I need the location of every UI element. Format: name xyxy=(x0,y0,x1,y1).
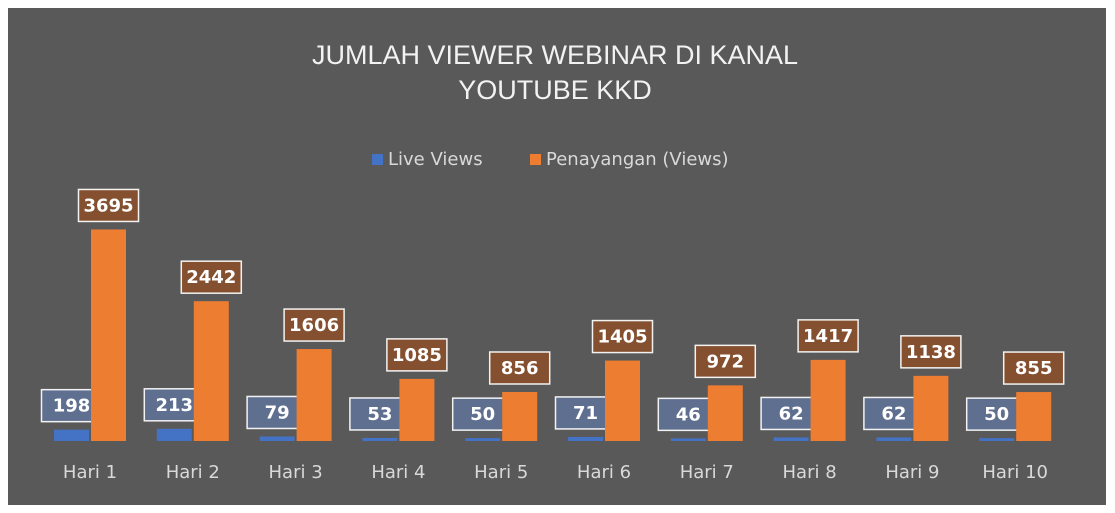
bar xyxy=(605,360,640,441)
data-label-box xyxy=(386,338,448,372)
data-label: 50 xyxy=(470,404,495,425)
x-tick-label: Hari 9 xyxy=(885,462,939,483)
x-tick-label: Hari 2 xyxy=(166,462,220,483)
bar xyxy=(773,437,809,441)
bar xyxy=(399,378,435,441)
data-label: 62 xyxy=(881,403,906,424)
data-label: 53 xyxy=(367,404,392,425)
x-tick-label: Hari 8 xyxy=(783,462,837,483)
data-label: 46 xyxy=(676,404,701,425)
data-label: 856 xyxy=(501,358,539,379)
data-label: 50 xyxy=(984,404,1009,425)
bar xyxy=(502,391,538,441)
data-label: 855 xyxy=(1015,358,1053,379)
x-tick-label: Hari 4 xyxy=(371,462,425,483)
data-label-box xyxy=(77,188,140,223)
data-label-box xyxy=(797,319,859,353)
bar xyxy=(568,436,603,441)
data-label: 198 xyxy=(53,396,91,417)
x-tick-label: Hari 10 xyxy=(982,462,1048,483)
bar xyxy=(913,375,949,441)
bar xyxy=(91,229,126,441)
bar xyxy=(259,436,295,441)
legend-swatch xyxy=(372,154,383,165)
chart-title: JUMLAH VIEWER WEBINAR DI KANAL YOUTUBE K… xyxy=(311,40,799,105)
bar xyxy=(156,428,192,441)
data-label-box xyxy=(283,308,345,342)
data-label: 1417 xyxy=(803,326,853,347)
data-label: 2442 xyxy=(186,267,236,288)
legend-label: Penayangan (Views) xyxy=(546,149,729,170)
bar xyxy=(1016,392,1052,441)
bar xyxy=(465,438,501,441)
data-label: 62 xyxy=(779,403,804,424)
data-label: 71 xyxy=(573,403,598,424)
bar xyxy=(707,385,743,441)
data-label-box xyxy=(1002,351,1065,385)
data-label: 213 xyxy=(156,395,194,416)
data-label: 1138 xyxy=(906,342,956,363)
data-label: 1405 xyxy=(597,327,647,348)
bar xyxy=(979,438,1015,441)
legend-label: Live Views xyxy=(388,149,483,170)
bar xyxy=(670,438,706,441)
data-label-box xyxy=(488,351,551,385)
data-label: 1606 xyxy=(289,315,339,336)
x-tick-label: Hari 6 xyxy=(577,462,631,483)
data-label: 972 xyxy=(707,351,745,372)
data-label: 79 xyxy=(265,402,290,423)
bar xyxy=(362,437,398,441)
x-tick-label: Hari 1 xyxy=(63,462,117,483)
bar xyxy=(876,437,912,441)
bar xyxy=(810,359,846,441)
data-label-box xyxy=(900,335,962,369)
data-label: 3695 xyxy=(83,195,133,216)
bar xyxy=(193,301,229,441)
data-label-box xyxy=(694,344,757,379)
data-label-box xyxy=(591,319,654,354)
bar xyxy=(296,349,332,441)
data-label: 1085 xyxy=(392,345,442,366)
x-tick-label: Hari 7 xyxy=(680,462,734,483)
data-label-box xyxy=(180,260,243,294)
x-tick-label: Hari 3 xyxy=(269,462,323,483)
bar xyxy=(54,429,89,441)
legend-swatch xyxy=(530,154,541,165)
x-tick-label: Hari 5 xyxy=(474,462,528,483)
